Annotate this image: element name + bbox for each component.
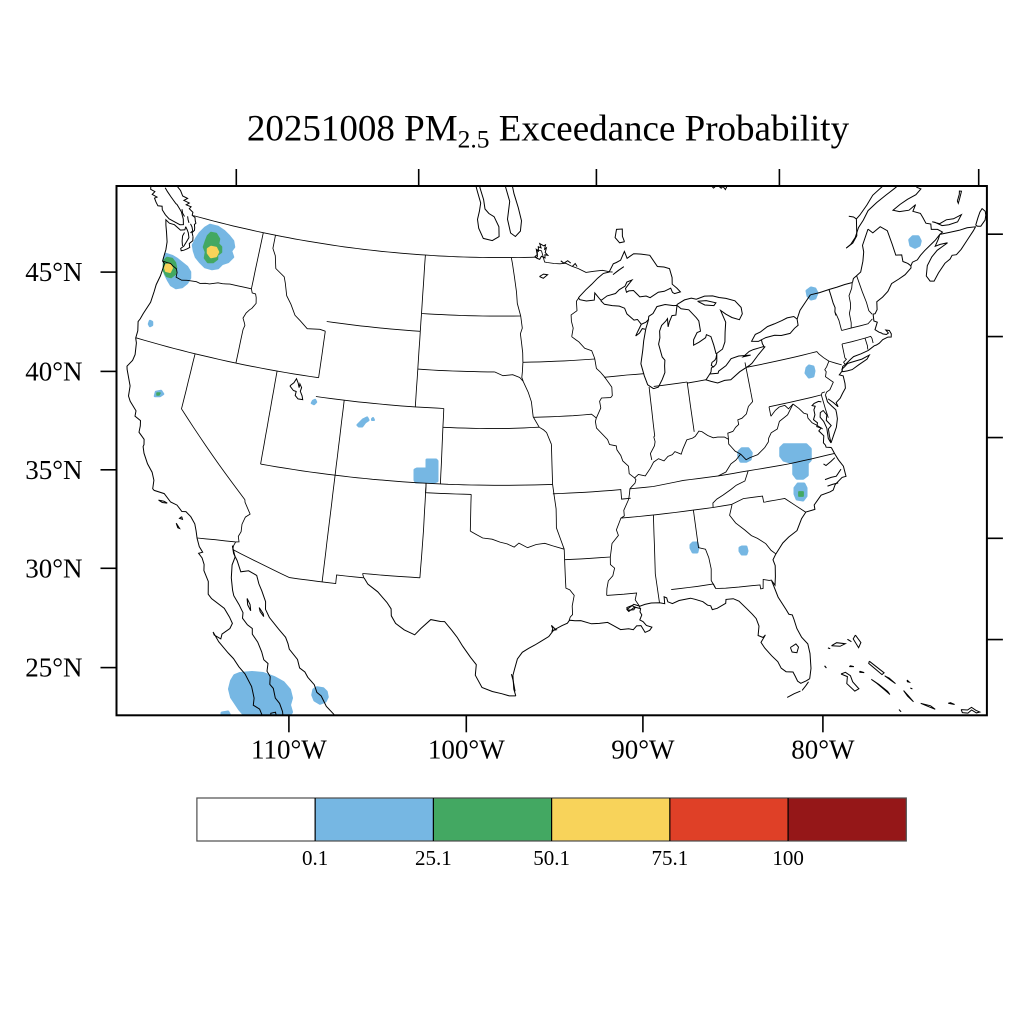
svg-text:75.1: 75.1 [651,846,688,870]
svg-text:25.1: 25.1 [415,846,452,870]
svg-text:100°W: 100°W [428,734,505,764]
svg-text:50.1: 50.1 [533,846,570,870]
svg-text:45°N: 45°N [25,257,82,287]
svg-text:20251008 PM2.5 Exceedance Prob: 20251008 PM2.5 Exceedance Probability [247,109,850,154]
svg-text:30°N: 30°N [25,553,82,583]
svg-text:110°W: 110°W [251,734,327,764]
svg-text:35°N: 35°N [25,455,82,485]
svg-text:25°N: 25°N [25,653,82,683]
svg-text:40°N: 40°N [25,356,82,386]
svg-text:90°W: 90°W [611,734,675,764]
svg-text:100: 100 [772,846,804,870]
svg-text:0.1: 0.1 [302,846,328,870]
svg-text:80°W: 80°W [791,734,855,764]
